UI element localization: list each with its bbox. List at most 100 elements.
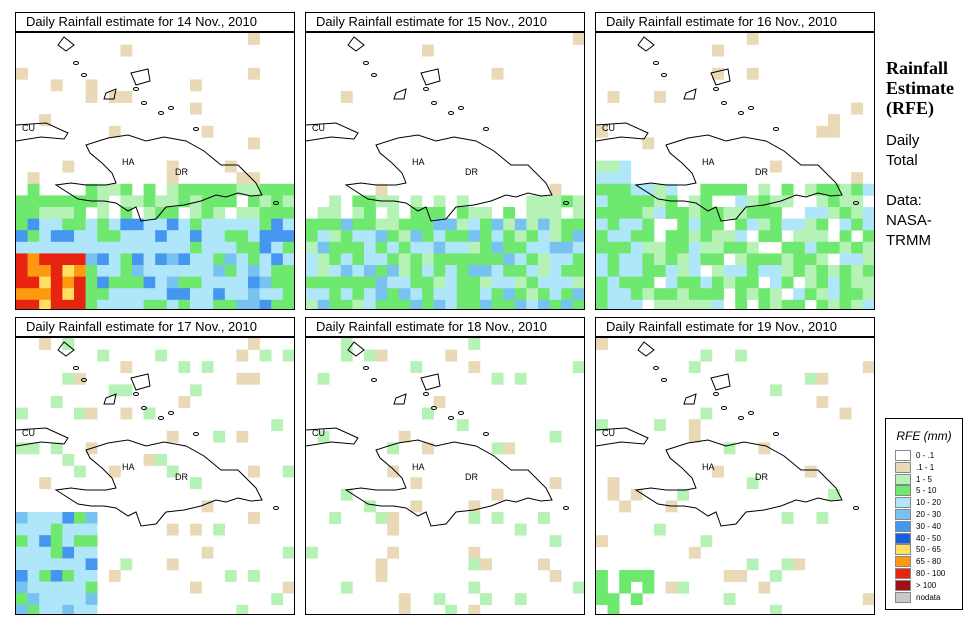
- rainfall-cell: [770, 288, 782, 301]
- rainfall-cell: [630, 253, 643, 266]
- rainfall-cell: [410, 500, 423, 513]
- rainfall-cell: [781, 265, 794, 277]
- rainfall-cell: [190, 183, 202, 196]
- rainfall-cell: [503, 288, 516, 301]
- rainfall-cell: [596, 125, 608, 138]
- rainfall-cell: [642, 241, 655, 254]
- rainfall-cell: [236, 299, 249, 309]
- rainfall-cell: [85, 535, 98, 548]
- rainfall-cell: [503, 265, 516, 277]
- rainfall-cell: [514, 299, 527, 309]
- rainfall-cell: [828, 195, 840, 208]
- rainfall-cell: [468, 253, 481, 266]
- rainfall-cell: [236, 430, 249, 443]
- rainfall-cell: [770, 195, 782, 208]
- rainfall-cell: [329, 218, 342, 231]
- rainfall-cell: [514, 241, 527, 254]
- rainfall-cell: [549, 477, 562, 490]
- rainfall-cell: [201, 207, 214, 219]
- rainfall-cell: [364, 265, 376, 277]
- rainfall-cell: [700, 535, 713, 548]
- rainfall-cell: [712, 288, 724, 301]
- rainfall-cell: [816, 253, 829, 266]
- rainfall-cell: [804, 265, 817, 277]
- legend-item: 20 - 30: [895, 509, 941, 521]
- rainfall-cell: [16, 523, 28, 536]
- rainfall-cell: [804, 372, 817, 385]
- island: [738, 416, 744, 420]
- rainfall-cell: [16, 546, 28, 559]
- rainfall-cell: [514, 276, 527, 289]
- rainfall-cell: [85, 593, 98, 606]
- rainfall-cell: [50, 558, 63, 571]
- rainfall-cell: [851, 183, 864, 196]
- rainfall-cell: [700, 253, 713, 266]
- rainfall-cell: [839, 241, 852, 254]
- rainfall-cell: [491, 218, 504, 231]
- rainfall-cell: [248, 570, 260, 582]
- rainfall-cell: [793, 230, 806, 243]
- island: [483, 127, 489, 131]
- rainfall-cell: [166, 299, 179, 309]
- rainfall-cell: [746, 207, 759, 219]
- rainfall-cell: [665, 288, 678, 301]
- rainfall-cell: [143, 218, 156, 231]
- rainfall-cell: [538, 512, 550, 524]
- rainfall-cell: [665, 183, 678, 196]
- rainfall-cell: [596, 253, 608, 266]
- rainfall-cell: [248, 512, 260, 524]
- rainfall-cell: [816, 125, 829, 138]
- rainfall-cell: [456, 207, 469, 219]
- rainfall-cell: [132, 265, 144, 277]
- rainfall-cell: [619, 570, 632, 582]
- rainfall-cell: [248, 207, 260, 219]
- rainfall-cell: [654, 253, 666, 266]
- rainfall-cell: [62, 299, 75, 309]
- rainfall-cell: [607, 91, 620, 103]
- rainfall-cell: [572, 253, 584, 266]
- rainfall-cell: [213, 265, 226, 277]
- rainfall-cell: [607, 265, 620, 277]
- rainfall-cell: [306, 241, 318, 254]
- rainfall-cell: [317, 430, 330, 443]
- rainfall-cell: [155, 195, 168, 208]
- rainfall-cell: [491, 253, 504, 266]
- rainfall-cell: [828, 299, 840, 309]
- rainfall-cell: [816, 183, 829, 196]
- rainfall-cell: [549, 183, 562, 196]
- rainfall-cell: [201, 299, 214, 309]
- rainfall-cell: [549, 207, 562, 219]
- rainfall-cell: [688, 230, 701, 243]
- rainfall-cell: [387, 241, 400, 254]
- rainfall-cell: [236, 604, 249, 614]
- rainfall-cell: [619, 195, 632, 208]
- rainfall-cell: [398, 604, 411, 614]
- rainfall-cell: [572, 265, 584, 277]
- legend-swatch: [895, 532, 911, 544]
- rainfall-cell: [50, 570, 63, 582]
- rainfall-cell: [561, 276, 574, 289]
- rainfall-cell: [468, 581, 481, 594]
- island: [168, 106, 174, 110]
- rainfall-cell: [433, 253, 446, 266]
- rainfall-cell: [700, 241, 713, 254]
- rainfall-cell: [375, 558, 388, 571]
- rainfall-cell: [39, 558, 52, 571]
- coastline: [683, 88, 697, 100]
- rainfall-cell: [468, 500, 481, 513]
- rainfall-cell: [62, 558, 75, 571]
- rainfall-cell: [155, 288, 168, 301]
- rainfall-cell: [456, 218, 469, 231]
- rainfall-cell: [654, 91, 666, 103]
- panel-title-nov18: Daily Rainfall estimate for 18 Nov., 201…: [305, 317, 585, 337]
- rainfall-cell: [781, 253, 794, 266]
- rainfall-cell: [654, 207, 666, 219]
- rainfall-cell: [62, 195, 75, 208]
- rainfall-cell: [851, 288, 864, 301]
- rainfall-cell: [491, 488, 504, 501]
- rainfall-cell: [143, 299, 156, 309]
- rainfall-cell: [422, 230, 434, 243]
- rainfall-cell: [50, 581, 63, 594]
- rainfall-cell: [50, 288, 63, 301]
- rainfall-cell: [398, 253, 411, 266]
